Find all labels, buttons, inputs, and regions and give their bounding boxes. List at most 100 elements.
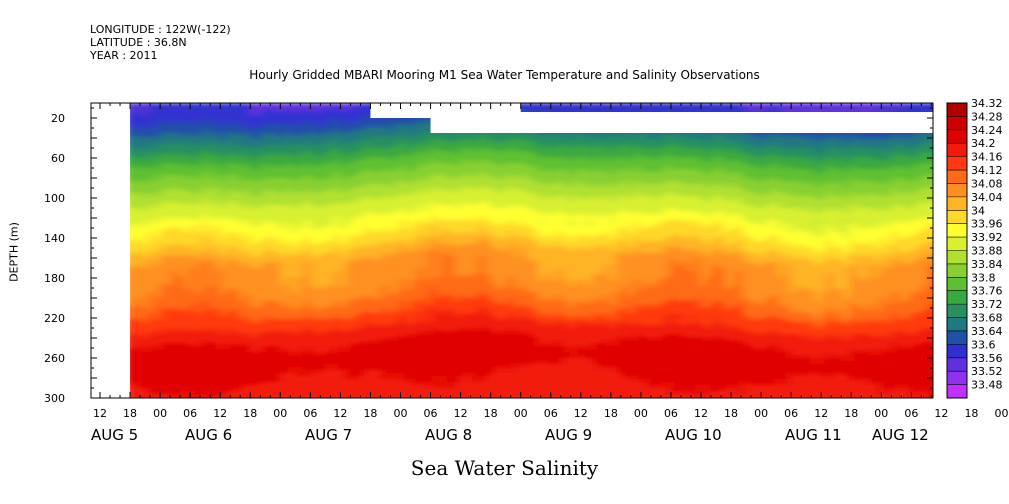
salinity-cell [244, 367, 251, 371]
salinity-cell [136, 163, 143, 167]
salinity-cell [376, 181, 383, 185]
salinity-cell [388, 229, 395, 233]
salinity-cell [322, 190, 329, 194]
salinity-cell [166, 202, 173, 206]
salinity-cell [166, 244, 173, 248]
salinity-cell [226, 238, 233, 242]
salinity-cell [220, 358, 227, 362]
salinity-cell [388, 379, 395, 383]
salinity-cell [190, 286, 197, 290]
salinity-cell [208, 109, 215, 113]
salinity-cell [316, 307, 323, 311]
salinity-cell [160, 391, 167, 395]
salinity-cell [334, 121, 341, 125]
salinity-cell [418, 379, 425, 383]
salinity-cell [412, 187, 419, 191]
salinity-cell [160, 268, 167, 272]
salinity-cell [202, 124, 209, 128]
salinity-cell [322, 385, 329, 389]
salinity-cell [364, 364, 371, 368]
salinity-cell [268, 208, 275, 212]
salinity-cell [382, 280, 389, 284]
salinity-cell [274, 205, 281, 209]
salinity-cell [166, 349, 173, 353]
salinity-cell [184, 316, 191, 320]
salinity-cell [406, 283, 413, 287]
salinity-cell [178, 373, 185, 377]
salinity-cell [238, 346, 245, 350]
salinity-cell [358, 202, 365, 206]
salinity-cell [256, 373, 263, 377]
salinity-cell [388, 184, 395, 188]
salinity-cell [310, 187, 317, 191]
salinity-cell [268, 103, 275, 107]
salinity-cell [346, 388, 353, 392]
salinity-cell [202, 346, 209, 350]
salinity-cell [262, 220, 269, 224]
salinity-cell [238, 253, 245, 257]
salinity-cell [340, 304, 347, 308]
salinity-cell [406, 355, 413, 359]
salinity-cell [394, 382, 401, 386]
salinity-cell [232, 106, 239, 110]
salinity-cell [202, 169, 209, 173]
salinity-cell [166, 367, 173, 371]
salinity-cell [214, 151, 221, 155]
salinity-cell [220, 139, 227, 143]
salinity-cell [322, 361, 329, 365]
salinity-cell [166, 184, 173, 188]
salinity-cell [400, 223, 407, 227]
salinity-cell [148, 268, 155, 272]
salinity-cell [190, 349, 197, 353]
salinity-cell [418, 118, 425, 122]
salinity-cell [376, 340, 383, 344]
salinity-cell [244, 232, 251, 236]
salinity-cell [172, 271, 179, 275]
salinity-cell [412, 190, 419, 194]
salinity-cell [352, 142, 359, 146]
salinity-cell [394, 265, 401, 269]
salinity-cell [238, 316, 245, 320]
salinity-cell [142, 373, 149, 377]
salinity-cell [310, 121, 317, 125]
salinity-cell [400, 319, 407, 323]
salinity-cell [250, 304, 257, 308]
salinity-cell [292, 136, 299, 140]
salinity-cell [184, 232, 191, 236]
salinity-cell [256, 205, 263, 209]
salinity-cell [310, 199, 317, 203]
salinity-cell [226, 187, 233, 191]
salinity-cell [202, 178, 209, 182]
salinity-cell [394, 175, 401, 179]
salinity-cell [286, 268, 293, 272]
salinity-cell [232, 283, 239, 287]
salinity-cell [328, 313, 335, 317]
salinity-cell [298, 124, 305, 128]
salinity-cell [358, 229, 365, 233]
salinity-cell [298, 340, 305, 344]
salinity-cell [220, 145, 227, 149]
salinity-cell [400, 157, 407, 161]
salinity-cell [154, 352, 161, 356]
salinity-cell [190, 229, 197, 233]
salinity-cell [382, 352, 389, 356]
salinity-cell [262, 334, 269, 338]
salinity-cell [322, 307, 329, 311]
salinity-cell [178, 169, 185, 173]
salinity-cell [346, 319, 353, 323]
salinity-cell [352, 217, 359, 221]
salinity-cell [394, 166, 401, 170]
salinity-cell [370, 127, 377, 131]
salinity-cell [370, 217, 377, 221]
salinity-cell [304, 328, 311, 332]
salinity-cell [358, 232, 365, 236]
salinity-cell [130, 199, 137, 203]
salinity-cell [202, 286, 209, 290]
salinity-cell [232, 310, 239, 314]
salinity-cell [286, 364, 293, 368]
salinity-cell [406, 130, 413, 134]
salinity-cell [370, 268, 377, 272]
salinity-cell [238, 361, 245, 365]
salinity-cell [214, 208, 221, 212]
salinity-cell [250, 208, 257, 212]
